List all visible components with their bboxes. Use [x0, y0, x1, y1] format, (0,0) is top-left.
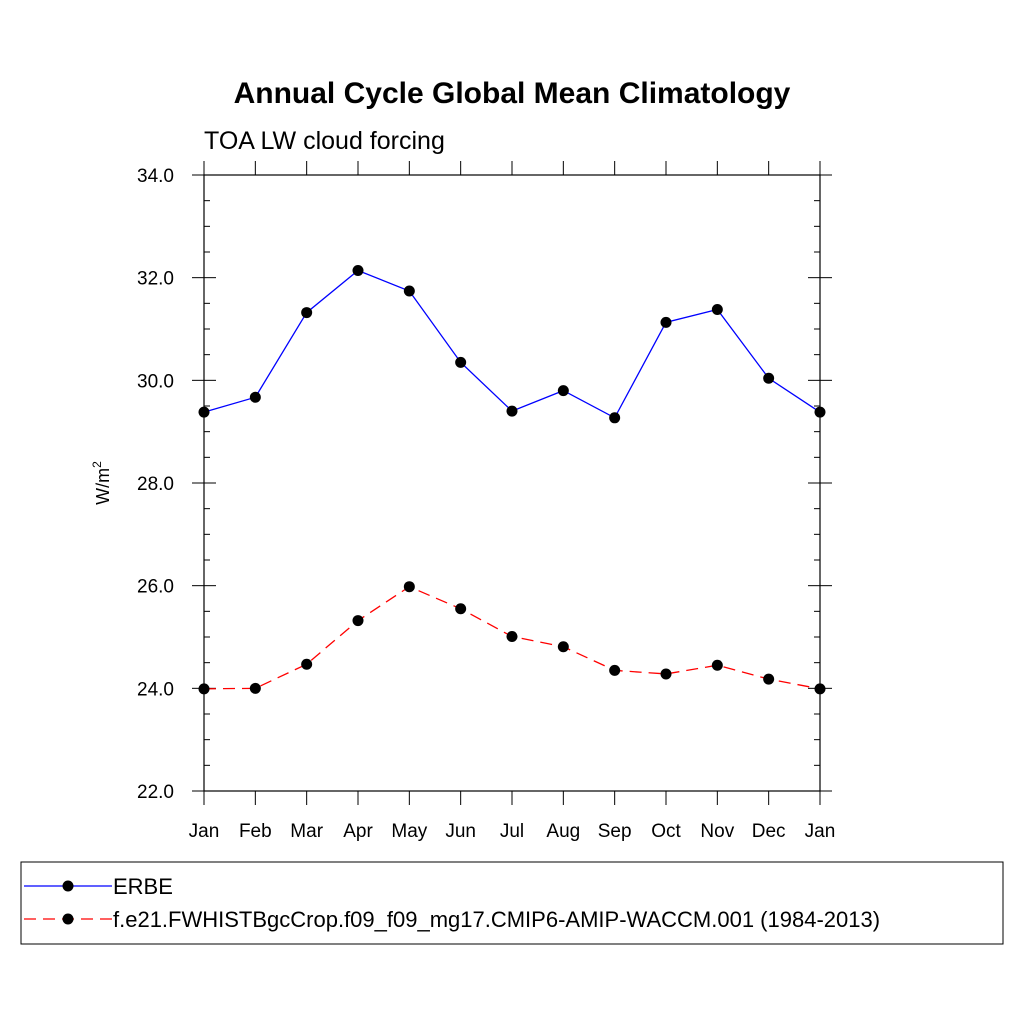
y-tick-label: 26.0	[137, 577, 174, 598]
x-tick-label: Jan	[805, 821, 836, 842]
data-point	[249, 682, 261, 694]
axis-ticks	[192, 161, 832, 805]
legend-box	[20, 861, 1004, 945]
legend: ERBE f.e21.FWHISTBgcCrop.f09_f09_mg17.CMI…	[24, 874, 880, 932]
data-point	[557, 385, 569, 397]
series-line-1	[203, 269, 821, 419]
data-point	[455, 356, 467, 368]
data-point	[814, 406, 826, 418]
data-point	[660, 316, 672, 328]
y-tick-label: 24.0	[137, 679, 174, 700]
x-tick-label: Nov	[700, 821, 734, 842]
data-point	[301, 658, 313, 670]
data-point	[609, 412, 621, 424]
data-point	[814, 683, 826, 695]
x-tick-label: Dec	[752, 821, 786, 842]
x-tick-label: May	[391, 821, 427, 842]
x-tick-label: Sep	[598, 821, 632, 842]
data-point	[763, 673, 775, 685]
data-point	[352, 615, 364, 627]
data-point	[352, 264, 364, 276]
x-tick-label: Aug	[546, 821, 580, 842]
y-axis-label-superscript: 2	[90, 461, 104, 468]
x-tick-label: Apr	[343, 821, 373, 842]
chart-subtitle: TOA LW cloud forcing	[204, 127, 445, 155]
data-point	[711, 659, 723, 671]
data-point	[609, 664, 621, 676]
data-point	[198, 683, 210, 695]
x-tick-label: Jun	[445, 821, 476, 842]
x-tick-label: Jul	[500, 821, 524, 842]
data-point	[506, 405, 518, 417]
legend-marker-2	[62, 913, 74, 925]
legend-marker-1	[62, 880, 74, 892]
y-axis-label: W/m2	[90, 461, 113, 505]
y-tick-label: 30.0	[137, 371, 174, 392]
data-point	[249, 391, 261, 403]
x-tick-label: Feb	[239, 821, 272, 842]
plot-frame	[203, 174, 821, 792]
series-layer	[198, 264, 826, 695]
y-tick-label: 28.0	[137, 474, 174, 495]
data-point	[506, 630, 518, 642]
y-tick-labels: 22.0 24.0 26.0 28.0 30.0 32.0 34.0	[137, 166, 174, 803]
data-point	[660, 668, 672, 680]
data-point	[763, 372, 775, 384]
data-point	[711, 303, 723, 315]
chart-title: Annual Cycle Global Mean Climatology	[234, 77, 791, 110]
data-point	[557, 641, 569, 653]
y-tick-label: 32.0	[137, 269, 174, 290]
x-tick-label: Jan	[189, 821, 220, 842]
data-point	[198, 406, 210, 418]
legend-label-2: f.e21.FWHISTBgcCrop.f09_f09_mg17.CMIP6-A…	[113, 907, 880, 932]
y-axis-label-text: W/m	[93, 468, 113, 505]
data-point	[301, 307, 313, 319]
x-tick-label: Mar	[290, 821, 323, 842]
y-tick-label: 34.0	[137, 166, 174, 187]
data-point	[403, 581, 415, 593]
y-tick-label: 22.0	[137, 782, 174, 803]
legend-label-1: ERBE	[113, 874, 173, 899]
data-point	[403, 285, 415, 297]
x-tick-labels: Jan Feb Mar Apr May Jun Jul Aug Sep Oct Nov Dec Jan	[189, 821, 836, 842]
x-tick-label: Oct	[651, 821, 681, 842]
data-point	[455, 603, 467, 615]
